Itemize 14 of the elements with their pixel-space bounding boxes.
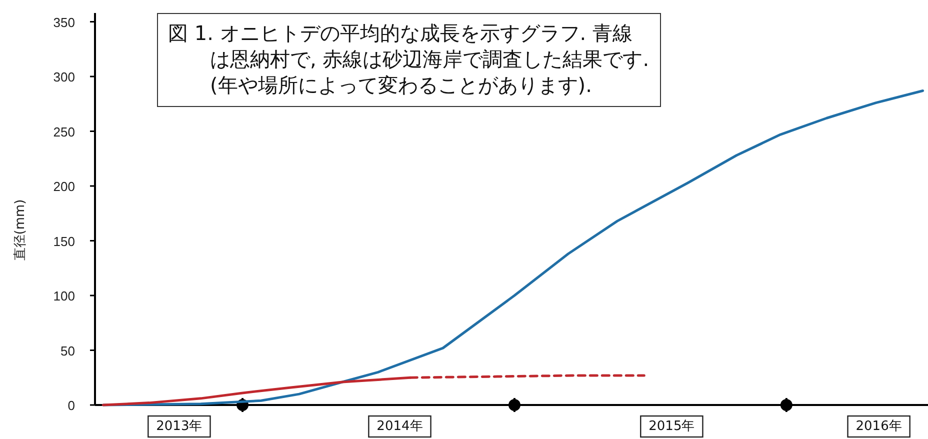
y-tick-label: 300 <box>53 70 75 85</box>
y-tick-label: 50 <box>60 343 75 358</box>
y-tick-label: 250 <box>53 124 75 140</box>
x-tick-label: 2013年 <box>156 419 202 434</box>
x-tick-label: 2014年 <box>376 419 423 434</box>
x-tick-label: 2016年 <box>856 419 902 434</box>
y-tick-label: 200 <box>53 179 75 194</box>
x-tick-label: 2015年 <box>648 419 695 434</box>
y-tick-label: 350 <box>53 14 75 30</box>
annotation: 図 1. オニヒトデの平均的な成長を示すグラフ. 青線は恩納村で, 赤線は砂辺海岸で調査した結果です. (年や場所によって変わることがあります). <box>157 13 661 107</box>
y-axis-title: 直径(mm) <box>13 199 28 261</box>
y-tick-label: 150 <box>53 234 75 249</box>
y-tick-label: 100 <box>53 288 75 304</box>
y-tick-label: 0 <box>68 398 75 413</box>
